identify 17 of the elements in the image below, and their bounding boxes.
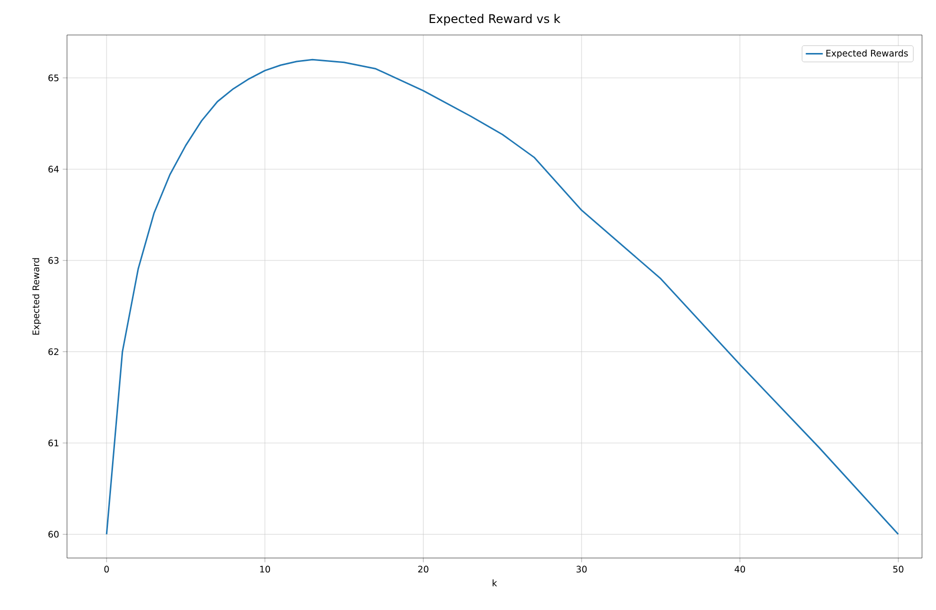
y-tick-label: 63 xyxy=(48,257,59,264)
y-axis-title: Expected Reward xyxy=(32,258,41,335)
x-tick-label: 20 xyxy=(418,566,428,573)
x-tick-label: 50 xyxy=(893,566,904,573)
y-tick-label: 62 xyxy=(48,348,58,356)
legend-label: Expected Rewards xyxy=(826,50,908,58)
x-tick-label: 40 xyxy=(734,566,746,573)
y-tick-label: 64 xyxy=(48,166,59,173)
line-series xyxy=(106,58,900,536)
x-tick-label: 30 xyxy=(576,566,587,573)
chart-title: Expected Reward vs k xyxy=(430,14,560,26)
y-tick-label: 65 xyxy=(48,74,58,82)
x-tick-label: 10 xyxy=(260,566,270,573)
x-tick-label: 0 xyxy=(104,566,109,573)
y-tick-label: 61 xyxy=(48,440,58,446)
y-tick-label: 60 xyxy=(48,530,59,538)
x-axis-title: k xyxy=(492,579,498,586)
